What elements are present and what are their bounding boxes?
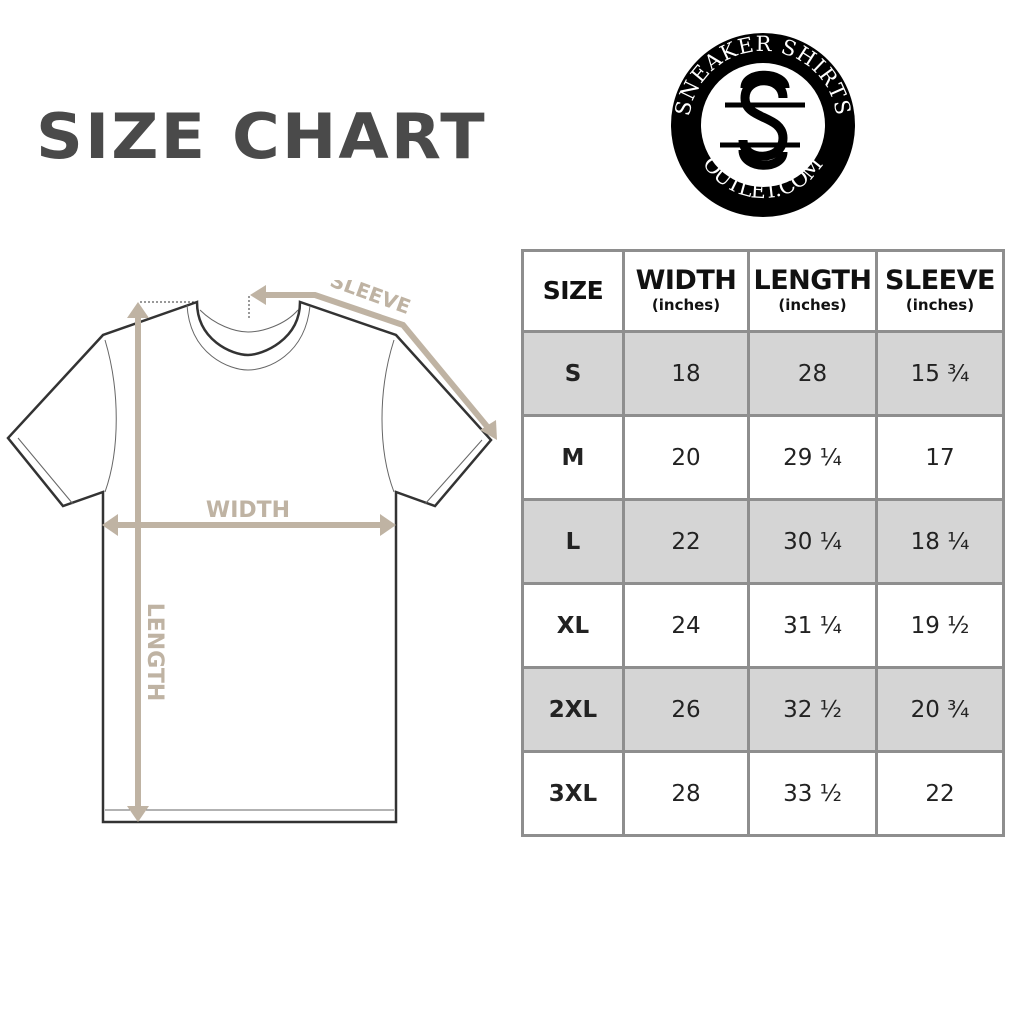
width-cell: 28 (622, 750, 750, 837)
header-length: LENGTH (inches) (747, 249, 878, 333)
size-cell: 2XL (521, 666, 625, 753)
tshirt-diagram: WIDTH LENGTH SLEEVE (6, 280, 497, 824)
length-cell: 30 ¼ (747, 498, 878, 585)
table-row: L 22 30 ¼ 18 ¼ (521, 498, 1005, 585)
tshirt-outline (6, 300, 493, 824)
width-cell: 24 (622, 582, 750, 669)
header-sleeve: SLEEVE (inches) (875, 249, 1005, 333)
width-label: WIDTH (206, 498, 290, 523)
measure-arrows (108, 292, 493, 815)
sleeve-cell: 19 ½ (875, 582, 1005, 669)
width-cell: 22 (622, 498, 750, 585)
length-cell: 29 ¼ (747, 414, 878, 501)
sleeve-cell: 15 ¾ (875, 330, 1005, 417)
length-cell: 33 ½ (747, 750, 878, 837)
brand-logo: SNEAKER SHIRTS OUTLET.COM (670, 32, 855, 217)
table-row: 2XL 26 32 ½ 20 ¾ (521, 666, 1005, 753)
sleeve-arrow (258, 292, 493, 432)
size-cell: M (521, 414, 625, 501)
table-row: M 20 29 ¼ 17 (521, 414, 1005, 501)
width-cell: 20 (622, 414, 750, 501)
length-label: LENGTH (142, 603, 167, 702)
header-width: WIDTH (inches) (622, 249, 750, 333)
sleeve-cell: 22 (875, 750, 1005, 837)
size-cell: L (521, 498, 625, 585)
table-header-row: SIZE WIDTH (inches) LENGTH (inches) SLEEVE… (521, 249, 1005, 333)
size-cell: XL (521, 582, 625, 669)
table-row: S 18 28 15 ¾ (521, 330, 1005, 417)
table-row: XL 24 31 ¼ 19 ½ (521, 582, 1005, 669)
monogram-icon (720, 70, 805, 170)
header-size: SIZE (521, 249, 625, 333)
sleeve-cell: 17 (875, 414, 1005, 501)
size-table: SIZE WIDTH (inches) LENGTH (inches) SLEEVE… (521, 249, 1005, 837)
length-cell: 28 (747, 330, 878, 417)
sleeve-cell: 20 ¾ (875, 666, 1005, 753)
table-row: 3XL 28 33 ½ 22 (521, 750, 1005, 837)
size-cell: S (521, 330, 625, 417)
width-cell: 26 (622, 666, 750, 753)
length-cell: 32 ½ (747, 666, 878, 753)
size-cell: 3XL (521, 750, 625, 837)
width-cell: 18 (622, 330, 750, 417)
sleeve-cell: 18 ¼ (875, 498, 1005, 585)
length-cell: 31 ¼ (747, 582, 878, 669)
page-title: SIZE CHART (36, 100, 487, 173)
